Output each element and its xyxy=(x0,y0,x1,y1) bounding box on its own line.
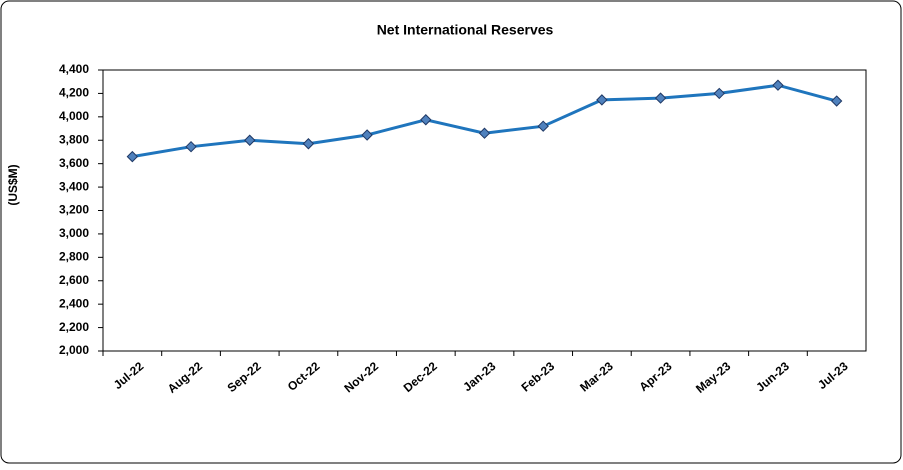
chart-title: Net International Reserves xyxy=(377,22,554,38)
y-tick-label: 3,000 xyxy=(59,226,89,240)
marker xyxy=(830,95,843,107)
y-tick-label: 3,400 xyxy=(59,179,89,193)
marker xyxy=(420,114,432,126)
marker xyxy=(537,120,549,132)
marker xyxy=(654,92,667,104)
marker xyxy=(302,138,315,150)
marker xyxy=(478,127,491,139)
y-tick-label: 2,600 xyxy=(59,273,89,287)
y-tick-label: 4,400 xyxy=(59,62,89,76)
y-tick-label: 3,800 xyxy=(59,132,89,146)
marker xyxy=(772,79,784,91)
marker xyxy=(126,150,139,163)
y-axis-label: (US$M) xyxy=(6,164,20,205)
y-tick-label: 2,000 xyxy=(59,343,89,357)
marker xyxy=(713,87,725,100)
marker xyxy=(185,140,197,153)
y-tick-label: 2,200 xyxy=(59,320,89,334)
y-tick-label: 2,400 xyxy=(59,296,89,310)
y-tick-label: 2,800 xyxy=(59,250,89,264)
marker xyxy=(361,129,373,141)
y-tick-label: 3,200 xyxy=(59,203,89,217)
y-tick-label: 3,600 xyxy=(59,156,89,170)
y-tick-label: 4,200 xyxy=(59,86,89,100)
marker xyxy=(244,134,256,146)
marker xyxy=(596,94,608,106)
y-tick-label: 4,000 xyxy=(59,109,89,123)
